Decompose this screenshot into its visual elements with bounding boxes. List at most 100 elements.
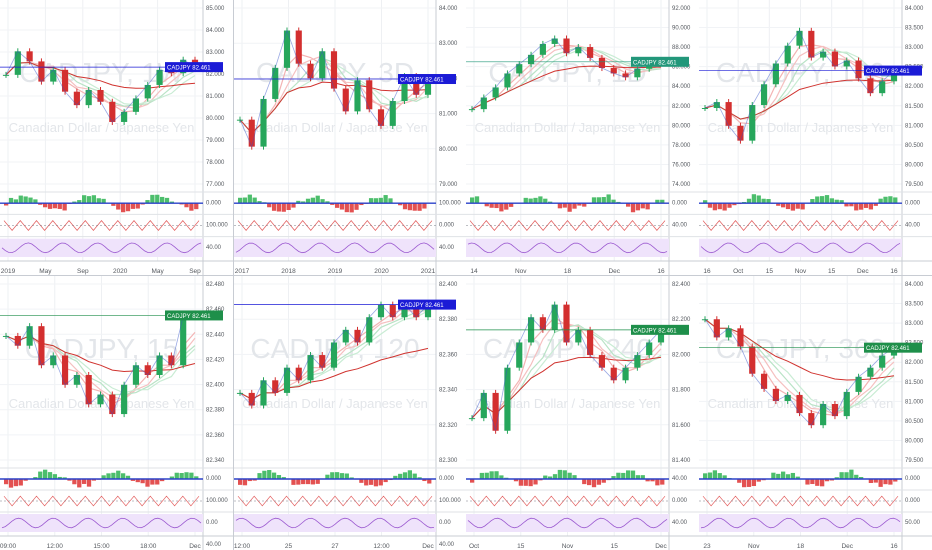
candle-body: [121, 384, 128, 415]
close-line: [471, 303, 662, 431]
histogram-bar: [373, 198, 379, 204]
candle-body: [26, 326, 33, 346]
histogram-bar: [296, 200, 301, 204]
x-tick-label: 15: [611, 543, 619, 550]
y-tick-label: 82.000: [206, 72, 225, 78]
y-tick-label: 83.000: [206, 50, 225, 56]
candle-body: [516, 64, 523, 74]
candle-body: [480, 392, 487, 419]
rsi-band: [699, 238, 902, 257]
histogram-bar: [184, 203, 189, 208]
x-tick-label: 2017: [235, 268, 250, 275]
candle-body: [121, 111, 128, 122]
histogram-bar: [859, 203, 864, 210]
histogram-bar: [135, 479, 140, 483]
rsi-band: [234, 238, 436, 257]
histogram-bar: [776, 473, 781, 479]
zigzag-line: [469, 220, 666, 231]
zigzag-line: [702, 220, 899, 231]
x-tick-label: May: [39, 268, 52, 275]
candle-body: [307, 355, 314, 381]
candle-body: [831, 404, 839, 417]
histogram-bar: [52, 203, 58, 209]
x-tick-label: 14: [470, 268, 478, 275]
histogram-bar: [422, 203, 427, 209]
histogram-bar: [412, 203, 417, 211]
histogram-bar: [96, 198, 101, 204]
histogram-bar: [712, 470, 718, 479]
histogram-bar: [72, 201, 77, 204]
histogram-bar: [785, 203, 791, 210]
histogram-bar: [635, 475, 641, 479]
histogram-bar: [398, 473, 403, 479]
candle-body: [843, 60, 850, 67]
chart-panel-6[interactable]: 12:00 25 27 12:00 Dec 82.400 82.380 82.360 82.34…: [234, 276, 466, 550]
chart-panel-1[interactable]: 2019 May Sep 2020 May Sep 85.000 84.000 83.000 82…: [0, 0, 233, 275]
chart-panel-8[interactable]: 23Nov18Dec1684.00083.50083.00082.50082.0…: [699, 276, 932, 550]
candle-body: [97, 394, 104, 405]
candle-body: [283, 367, 291, 393]
candle-body: [551, 38, 558, 44]
histogram-bar: [660, 479, 665, 485]
histogram-bar: [562, 203, 567, 208]
y-tick-label: 82.380: [206, 408, 225, 414]
y-tick-label: 79.000: [206, 138, 225, 144]
chart-panel-7[interactable]: Oct 15 Nov 15 Dec 82.400 82.200 82.000 81.800 81.…: [466, 276, 699, 550]
price-label: CADJPY 82.461: [633, 60, 677, 66]
y-tick-label: 82.320: [439, 423, 458, 429]
histogram-bar: [417, 203, 422, 211]
histogram-bar: [873, 203, 878, 206]
close-line: [5, 315, 196, 415]
histogram-bar: [271, 472, 277, 479]
candle-body: [97, 89, 104, 102]
zigzag-line: [702, 495, 899, 507]
price-label-box: [631, 324, 689, 335]
oscillator-tick-label: 100.000: [206, 223, 228, 229]
rsi-band: [466, 514, 669, 532]
y-tick-label: 81.000: [439, 112, 458, 118]
x-tick-label: 2019: [1, 268, 16, 275]
candle-body: [879, 81, 886, 94]
histogram-bar: [106, 473, 111, 479]
histogram-bar: [587, 479, 592, 486]
y-tick-label: 84.000: [672, 84, 691, 90]
chart-panel-5[interactable]: 09:00 12:00 15:00 18:00 Dec 82.480 82.460 82.44…: [0, 276, 233, 550]
candle-body: [480, 97, 487, 110]
candle-body: [772, 63, 779, 85]
histogram-bar: [650, 479, 655, 482]
histogram-bar: [305, 479, 311, 485]
histogram-bar: [616, 472, 621, 479]
histogram-bar: [359, 203, 364, 206]
candle-body: [50, 69, 57, 82]
chart-panel-4[interactable]: 16Oct15Nov15Dec1684.00083.50083.00082.50…: [699, 0, 932, 275]
rsi-band: [699, 514, 902, 532]
histogram-bar: [611, 476, 616, 479]
x-tick-label: Sep: [77, 268, 89, 275]
histogram-bar: [601, 479, 606, 483]
chart-panel-2[interactable]: 2017201820192020202184.00083.00082.00081…: [234, 0, 466, 275]
rsi-line: [467, 517, 668, 529]
candle-body: [180, 316, 187, 366]
histogram-bar: [849, 203, 854, 207]
histogram-bar: [756, 479, 761, 482]
watermark-symbol: CADJPY, 360: [716, 333, 885, 364]
histogram-bar: [548, 476, 553, 479]
candle-body: [330, 342, 338, 368]
histogram-bar: [18, 479, 23, 486]
histogram-bar: [751, 194, 757, 204]
candle-body: [319, 51, 326, 79]
x-tick-label: 16: [890, 268, 898, 275]
chart-panel-3[interactable]: 14 Nov 18 Dec 16 92.000 90.000 88.000 86.000 84.0…: [466, 0, 699, 275]
histogram-bar: [596, 197, 602, 204]
close-line: [704, 30, 895, 142]
y-tick-label: 82.360: [206, 433, 225, 439]
histogram-bar: [305, 198, 311, 204]
chart-svg-7: Oct 15 Nov 15 Dec 82.400 82.200 82.000 81.800 81.…: [466, 276, 699, 550]
candle-body: [867, 78, 874, 94]
zigzag-line: [3, 220, 200, 231]
close-line: [704, 318, 895, 426]
y-tick-label: 79.500: [905, 458, 924, 464]
y-tick-label: 82.360: [439, 352, 458, 358]
long-moving-average: [5, 61, 196, 89]
